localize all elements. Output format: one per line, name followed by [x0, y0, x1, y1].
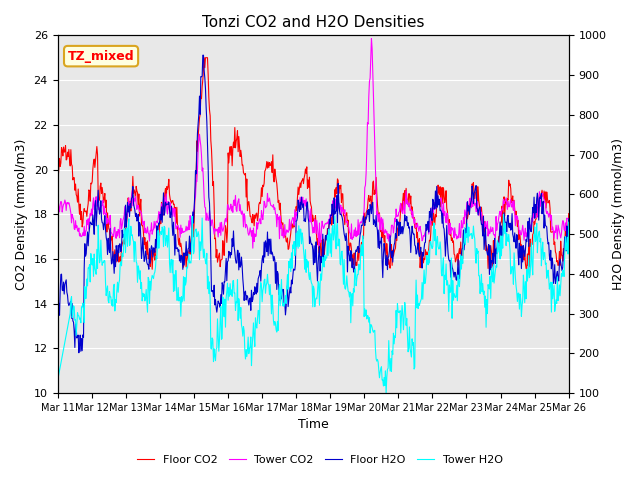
- Tower H2O: [365, 315, 373, 321]
- Tower H2O: [207, 346, 215, 352]
- Tower H2O: [54, 378, 61, 384]
- Tower H2O: [500, 212, 508, 217]
- Tower H2O: [233, 300, 241, 306]
- Tower CO2: [54, 214, 61, 220]
- Floor CO2: [209, 183, 217, 189]
- Tower CO2: [367, 36, 375, 41]
- Y-axis label: H2O Density (mmol/m3): H2O Density (mmol/m3): [612, 138, 625, 290]
- Floor H2O: [54, 293, 61, 299]
- Line: Tower CO2: Tower CO2: [58, 38, 569, 248]
- Tower H2O: [395, 310, 403, 315]
- Floor H2O: [565, 216, 573, 222]
- Tower CO2: [114, 233, 122, 239]
- Tower CO2: [207, 219, 215, 225]
- Tower CO2: [249, 245, 257, 251]
- Floor H2O: [209, 288, 217, 293]
- Y-axis label: CO2 Density (mmol/m3): CO2 Density (mmol/m3): [15, 139, 28, 290]
- Tower CO2: [253, 220, 260, 226]
- Floor H2O: [367, 204, 374, 209]
- Tower H2O: [252, 324, 260, 329]
- Floor H2O: [115, 242, 122, 248]
- Floor CO2: [54, 174, 61, 180]
- Tower CO2: [366, 75, 374, 81]
- Floor CO2: [396, 222, 403, 228]
- Floor CO2: [114, 255, 122, 261]
- Floor H2O: [234, 248, 242, 253]
- Line: Floor H2O: Floor H2O: [58, 55, 569, 353]
- Tower H2O: [114, 279, 122, 285]
- Legend: Floor CO2, Tower CO2, Floor H2O, Tower H2O: Floor CO2, Tower CO2, Floor H2O, Tower H…: [133, 451, 507, 469]
- Tower CO2: [396, 209, 403, 215]
- Floor H2O: [75, 350, 83, 356]
- Title: Tonzi CO2 and H2O Densities: Tonzi CO2 and H2O Densities: [202, 15, 424, 30]
- X-axis label: Time: Time: [298, 419, 328, 432]
- Floor CO2: [565, 211, 573, 216]
- Line: Floor CO2: Floor CO2: [58, 58, 569, 269]
- Tower H2O: [565, 219, 573, 225]
- Floor H2O: [396, 227, 403, 232]
- Floor H2O: [253, 289, 261, 295]
- Text: TZ_mixed: TZ_mixed: [68, 49, 134, 63]
- Floor CO2: [148, 266, 156, 272]
- Floor CO2: [253, 218, 261, 224]
- Floor CO2: [200, 55, 208, 60]
- Line: Tower H2O: Tower H2O: [58, 215, 569, 393]
- Floor CO2: [367, 193, 374, 199]
- Tower CO2: [233, 208, 241, 214]
- Tower CO2: [565, 219, 573, 225]
- Floor CO2: [234, 149, 242, 155]
- Floor H2O: [199, 52, 207, 58]
- Tower H2O: [382, 390, 390, 396]
